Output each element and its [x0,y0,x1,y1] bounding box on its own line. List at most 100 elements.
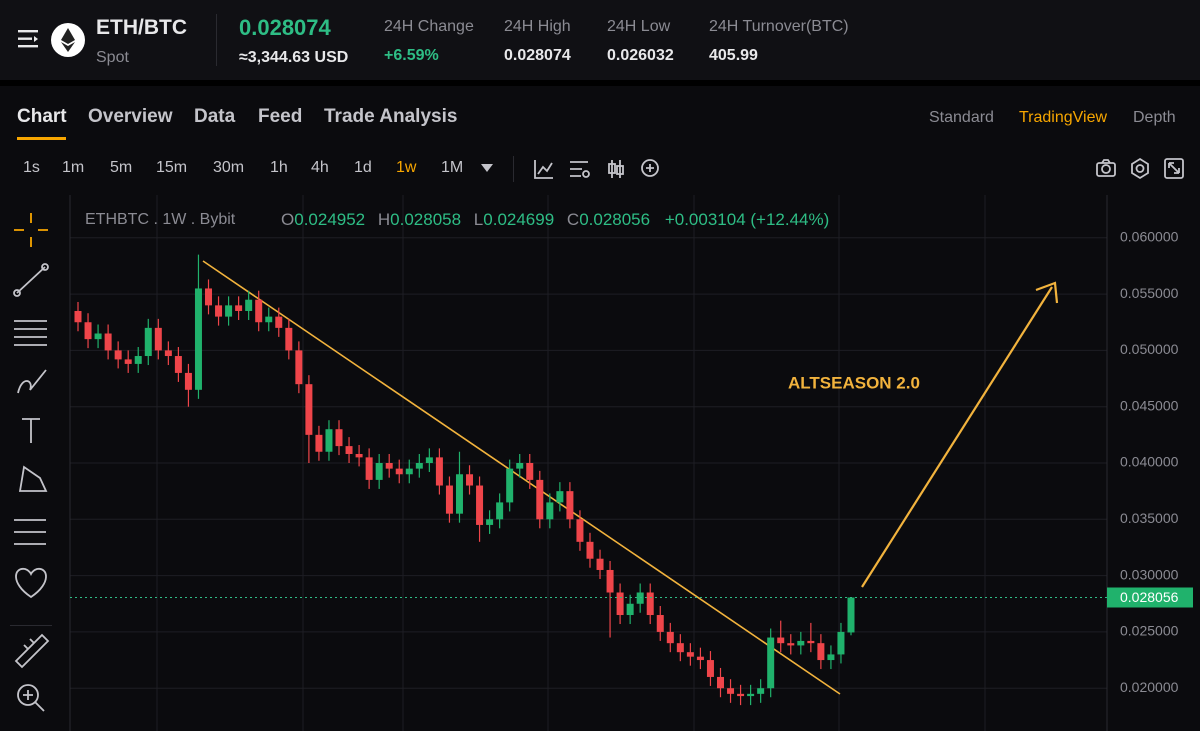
interval[interactable]: 1d [354,159,372,176]
candle-body [807,640,815,644]
view[interactable]: TradingView [1019,109,1108,126]
tab[interactable]: Trade Analysis [324,106,458,127]
interval[interactable]: 5m [110,159,133,176]
tab[interactable]: Data [194,106,236,127]
last-price-box [1107,587,1193,608]
y-tick-label: 0.020000 [1120,679,1179,695]
interval[interactable]: 4h [311,159,329,176]
candle-body [486,519,494,525]
candle-body [124,359,132,364]
candle-body [395,468,403,475]
candle-body [666,631,674,644]
candle-body [84,322,92,340]
candle-body [747,693,755,697]
divider [10,625,52,626]
interval[interactable]: 30m [213,159,245,176]
candle-body [74,310,82,323]
candle-body [104,333,112,351]
stat-label: 24H Low [607,18,671,35]
stat-value: +6.59% [384,47,439,64]
stat-value: 405.99 [709,47,758,64]
divider [216,14,217,66]
legend-value: 0.028056 [579,210,650,229]
candle-body [375,463,383,480]
candle-body [184,372,192,390]
candle-body [114,350,122,360]
dropdown-icon[interactable] [480,162,494,174]
interval[interactable]: 1h [270,159,288,176]
divider [513,156,514,182]
interval[interactable]: 1m [62,159,85,176]
y-tick-label: 0.025000 [1120,623,1179,639]
candle-body [365,457,373,480]
stat-label: 24H Change [384,18,474,35]
stat-label: 24H Turnover(BTC) [709,18,849,35]
candle-body [546,502,554,520]
candle-body [596,558,604,570]
candle-body [315,434,323,452]
candle-body [466,474,474,486]
ohlc-legend: O0.024952 H0.028058 L0.024699 C0.028056 … [281,210,829,229]
separator [0,80,1200,86]
candle-body [154,327,162,351]
candle-body [455,474,463,514]
candle-body [134,356,142,364]
candle-body [757,688,765,694]
candle-body [385,463,393,469]
candle-body [476,485,484,525]
legend-change: +0.003104 (+12.44%) [665,210,829,229]
y-tick-label: 0.045000 [1120,397,1179,413]
candle-body [235,305,243,311]
price-usd: ≈3,344.63 USD [239,49,349,66]
candle-body [837,631,845,655]
arrow-shaft [861,286,1053,588]
candle-body [164,350,172,357]
arrow-head [1035,281,1059,304]
candle-body [325,429,333,452]
candle-body [626,603,634,616]
view[interactable]: Standard [929,109,994,126]
candle-body [787,643,795,646]
interval[interactable]: 1w [396,159,417,176]
trend-line [202,260,841,695]
candle-body [616,592,624,616]
legend-key: L [474,210,483,229]
annotation: ALTSEASON 2.0 [788,373,920,392]
tab[interactable]: Chart [17,106,67,127]
candle-body [305,384,313,435]
tab[interactable]: Overview [88,106,173,127]
drawing-toolbar[interactable] [0,195,60,731]
interval[interactable]: 15m [156,159,188,176]
candle-body [686,652,694,657]
legend-key: C [567,210,579,229]
candle-body [847,597,855,633]
tab[interactable]: Feed [258,106,303,127]
chart-actions[interactable] [1095,156,1190,182]
candle-body [646,592,654,616]
candle-body [94,333,102,340]
stat-value: 0.026032 [607,47,674,64]
candle-body [737,693,745,697]
candle-body [174,356,182,373]
interval[interactable]: 1M [441,159,464,176]
candle-body [566,491,574,520]
view[interactable]: Depth [1133,109,1176,126]
candle-body [335,429,343,447]
candle-body [144,327,152,357]
candle-body [205,288,213,306]
candle-body [435,457,443,486]
menu-icon[interactable] [18,28,42,50]
legend-value: 0.024699 [483,210,554,229]
candle-body [225,305,233,317]
y-tick-label: 0.060000 [1120,228,1179,244]
stat-label: 24H High [504,18,571,35]
interval[interactable]: 1s [23,159,40,176]
candle-body [817,643,825,661]
chart-tools[interactable] [533,156,663,182]
candle-body [245,299,253,311]
candle-body [285,327,293,351]
last-price-label: 0.028056 [1120,589,1179,605]
candle-body [676,643,684,653]
candle-body [526,463,534,480]
candle-body [767,637,775,689]
